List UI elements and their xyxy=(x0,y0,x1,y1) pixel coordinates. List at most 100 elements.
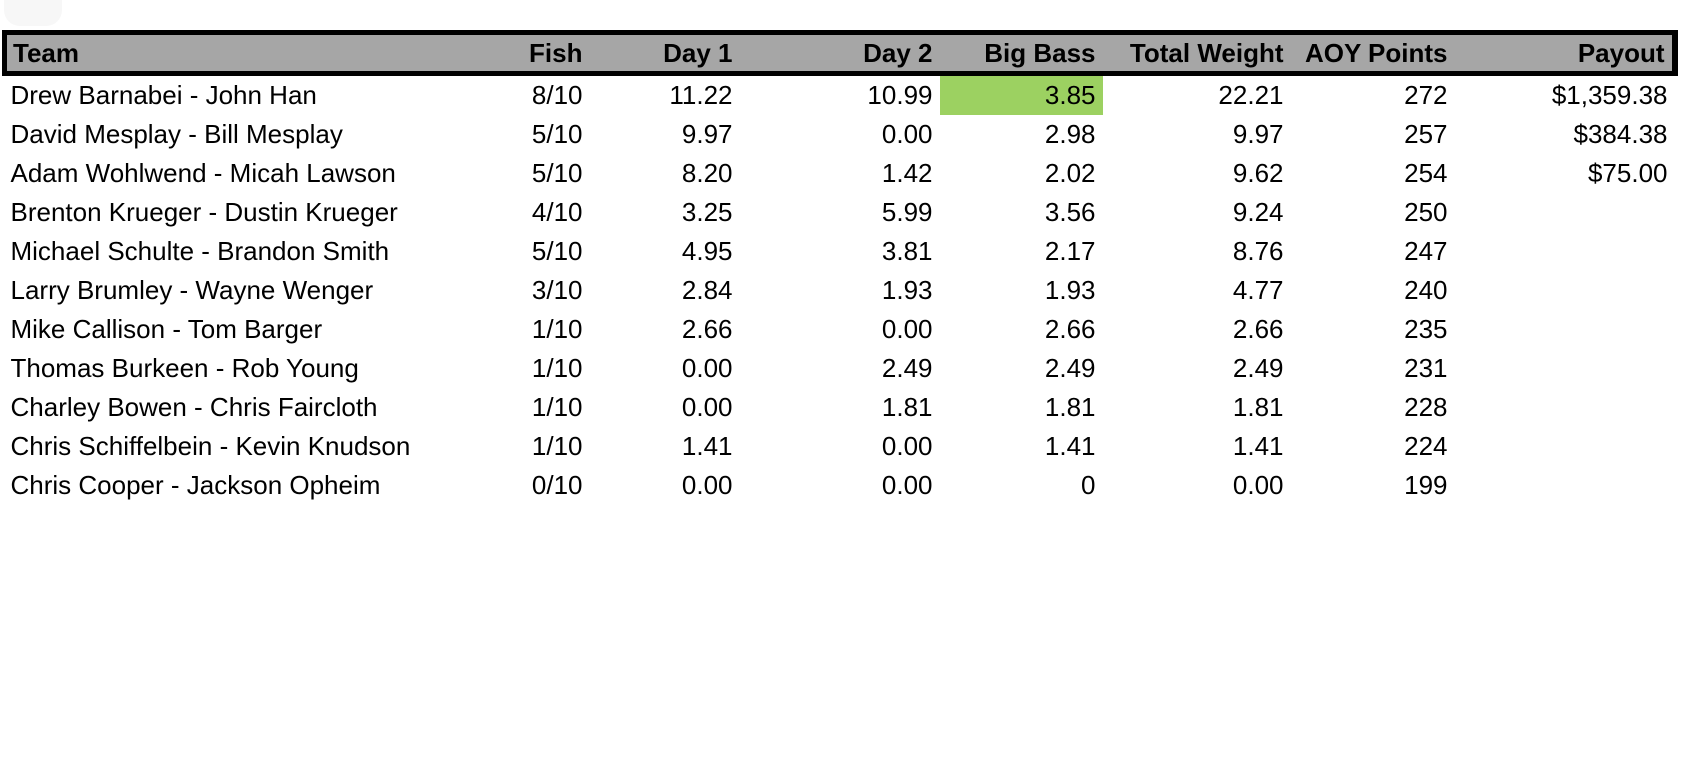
cell-total_weight[interactable]: 0.00 xyxy=(1232,470,1284,500)
cell-team[interactable]: Michael Schulte - Brandon Smith xyxy=(10,236,390,266)
cell-day1[interactable]: 4.95 xyxy=(681,236,733,266)
cell-day1[interactable]: 0.00 xyxy=(681,392,733,422)
cell-total_weight[interactable]: 2.66 xyxy=(1232,314,1284,344)
cell-big_bass[interactable]: 2.02 xyxy=(1044,158,1096,188)
cell-day2[interactable]: 3.81 xyxy=(881,236,933,266)
cell-day2[interactable]: 0.00 xyxy=(881,470,933,500)
cell-aoy_points[interactable]: 235 xyxy=(1404,314,1448,344)
table-row: Michael Schulte - Brandon Smith 5/10 4.95 3… xyxy=(5,232,1675,271)
cell-fish[interactable]: 8/10 xyxy=(531,80,583,110)
cell-big_bass[interactable]: 2.49 xyxy=(1044,353,1096,383)
cell-day2[interactable]: 5.99 xyxy=(881,197,933,227)
cell-total_weight[interactable]: 1.41 xyxy=(1232,431,1284,461)
cell-fish[interactable]: 5/10 xyxy=(531,158,583,188)
cell-team[interactable]: Drew Barnabei - John Han xyxy=(10,80,317,110)
cell-big_bass[interactable]: 1.93 xyxy=(1044,275,1096,305)
cell-big_bass[interactable]: 2.66 xyxy=(1044,314,1096,344)
cell-payout[interactable] xyxy=(1455,388,1675,427)
cell-big_bass[interactable]: 1.81 xyxy=(1044,392,1096,422)
cell-big_bass[interactable]: 0 xyxy=(1081,470,1096,500)
cell-total_weight[interactable]: 9.24 xyxy=(1232,197,1284,227)
column-header-aoy_points[interactable]: AOY Points xyxy=(1290,30,1455,76)
cell-total_weight[interactable]: 2.49 xyxy=(1232,353,1284,383)
cell-day1[interactable]: 2.84 xyxy=(681,275,733,305)
cell-fish[interactable]: 5/10 xyxy=(531,119,583,149)
cell-day2[interactable]: 2.49 xyxy=(881,353,933,383)
cell-team[interactable]: David Mesplay - Bill Mesplay xyxy=(10,119,343,149)
cell-day1[interactable]: 11.22 xyxy=(669,80,733,110)
cell-day1[interactable]: 3.25 xyxy=(681,197,733,227)
cell-day1[interactable]: 0.00 xyxy=(681,353,733,383)
cell-team[interactable]: Charley Bowen - Chris Faircloth xyxy=(10,392,378,422)
cell-payout[interactable] xyxy=(1455,193,1675,232)
cell-aoy_points[interactable]: 272 xyxy=(1404,80,1448,110)
cell-day1[interactable]: 1.41 xyxy=(681,431,733,461)
cell-aoy_points[interactable]: 257 xyxy=(1404,119,1448,149)
cell-payout[interactable] xyxy=(1455,232,1675,271)
cell-payout[interactable] xyxy=(1455,427,1675,466)
cell-fish[interactable]: 5/10 xyxy=(531,236,583,266)
cell-total_weight[interactable]: 9.62 xyxy=(1232,158,1284,188)
cell-fish[interactable]: 1/10 xyxy=(531,353,583,383)
column-header-team[interactable]: Team xyxy=(2,30,435,76)
cell-total_weight[interactable]: 22.21 xyxy=(1218,80,1284,110)
cell-day2[interactable]: 1.81 xyxy=(881,392,933,422)
column-header-total_weight[interactable]: Total Weight xyxy=(1102,30,1291,76)
cell-team[interactable]: Chris Cooper - Jackson Opheim xyxy=(10,470,381,500)
cell-fish[interactable]: 4/10 xyxy=(531,197,583,227)
cell-big_bass[interactable]: 3.85 xyxy=(939,73,1103,115)
cell-payout[interactable]: $75.00 xyxy=(1587,158,1668,188)
cell-big_bass[interactable]: 3.56 xyxy=(1044,197,1096,227)
cell-aoy_points[interactable]: 199 xyxy=(1404,470,1448,500)
column-header-fish[interactable]: Fish xyxy=(434,30,590,76)
cell-day2[interactable]: 1.93 xyxy=(881,275,933,305)
cell-fish[interactable]: 1/10 xyxy=(531,431,583,461)
cell-payout[interactable]: $1,359.38 xyxy=(1551,80,1668,110)
cell-aoy_points[interactable]: 224 xyxy=(1404,431,1448,461)
cell-team[interactable]: Adam Wohlwend - Micah Lawson xyxy=(10,158,396,188)
cell-day1[interactable]: 9.97 xyxy=(681,119,733,149)
cell-team[interactable]: Chris Schiffelbein - Kevin Knudson xyxy=(10,431,411,461)
cell-team[interactable]: Brenton Krueger - Dustin Krueger xyxy=(10,197,398,227)
cell-day2[interactable]: 0.00 xyxy=(881,431,933,461)
cell-payout[interactable] xyxy=(1455,349,1675,388)
cell-aoy_points[interactable]: 250 xyxy=(1404,197,1448,227)
cell-big_bass[interactable]: 2.98 xyxy=(1044,119,1096,149)
cell-big_bass[interactable]: 1.41 xyxy=(1044,431,1096,461)
cell-team[interactable]: Thomas Burkeen - Rob Young xyxy=(10,353,359,383)
cell-total_weight[interactable]: 8.76 xyxy=(1232,236,1284,266)
cell-team[interactable]: Larry Brumley - Wayne Wenger xyxy=(10,275,374,305)
cell-payout[interactable] xyxy=(1455,271,1675,310)
cell-aoy_points[interactable]: 247 xyxy=(1404,236,1448,266)
cell-day1[interactable]: 0.00 xyxy=(681,470,733,500)
cell-aoy_points[interactable]: 254 xyxy=(1404,158,1448,188)
cell-day2[interactable]: 1.42 xyxy=(881,158,933,188)
table-header: Team Fish Day 1 Day 2 Big Bass Total Weight AO… xyxy=(2,30,1678,76)
cell-aoy_points[interactable]: 240 xyxy=(1404,275,1448,305)
cell-day1[interactable]: 2.66 xyxy=(681,314,733,344)
cell-total_weight[interactable]: 4.77 xyxy=(1232,275,1284,305)
cell-payout[interactable] xyxy=(1455,466,1675,505)
cell-day2[interactable]: 0.00 xyxy=(881,314,933,344)
cell-fish[interactable]: 0/10 xyxy=(531,470,583,500)
column-header-payout[interactable]: Payout xyxy=(1454,30,1678,76)
cell-aoy_points[interactable]: 228 xyxy=(1404,392,1448,422)
cell-day1[interactable]: 8.20 xyxy=(681,158,733,188)
cell-total_weight[interactable]: 1.81 xyxy=(1232,392,1284,422)
cell-fish[interactable]: 1/10 xyxy=(531,392,583,422)
cell-day2[interactable]: 0.00 xyxy=(881,119,933,149)
cell-aoy_points[interactable]: 231 xyxy=(1404,353,1448,383)
cell-payout[interactable] xyxy=(1455,310,1675,349)
cell-big_bass[interactable]: 2.17 xyxy=(1044,236,1096,266)
column-header-day1[interactable]: Day 1 xyxy=(589,30,740,76)
smudge-artifact xyxy=(4,0,62,26)
cell-team[interactable]: Mike Callison - Tom Barger xyxy=(10,314,323,344)
column-header-day2[interactable]: Day 2 xyxy=(739,30,940,76)
cell-total_weight[interactable]: 9.97 xyxy=(1232,119,1284,149)
cell-fish[interactable]: 1/10 xyxy=(531,314,583,344)
cell-fish[interactable]: 3/10 xyxy=(531,275,583,305)
table-body: Drew Barnabei - John Han 8/10 11.22 10.99 3.… xyxy=(5,73,1675,506)
column-header-big_bass[interactable]: Big Bass xyxy=(939,30,1103,76)
cell-payout[interactable]: $384.38 xyxy=(1573,119,1668,149)
cell-day2[interactable]: 10.99 xyxy=(867,80,933,110)
